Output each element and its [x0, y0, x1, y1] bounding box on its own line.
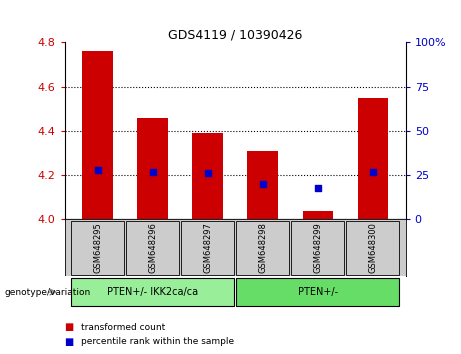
Text: GSM648299: GSM648299: [313, 222, 322, 273]
Text: PTEN+/- IKK2ca/ca: PTEN+/- IKK2ca/ca: [107, 287, 198, 297]
Text: PTEN+/-: PTEN+/-: [298, 287, 338, 297]
Bar: [302, 211, 333, 219]
Title: GDS4119 / 10390426: GDS4119 / 10390426: [168, 28, 302, 41]
Bar: [358, 98, 388, 219]
Point: [369, 169, 376, 175]
Point: [204, 171, 211, 176]
Bar: [71, 278, 234, 306]
Text: transformed count: transformed count: [81, 323, 165, 332]
Point: [149, 169, 156, 175]
Bar: [236, 278, 399, 306]
Text: GSM648296: GSM648296: [148, 222, 157, 273]
Point: [259, 181, 266, 187]
Bar: [291, 221, 344, 275]
Bar: [71, 221, 124, 275]
Bar: [137, 118, 168, 219]
Bar: [126, 221, 179, 275]
Text: GSM648300: GSM648300: [368, 222, 377, 273]
Text: ■: ■: [65, 322, 74, 332]
Bar: [236, 221, 289, 275]
Bar: [193, 133, 223, 219]
Text: GSM648297: GSM648297: [203, 222, 212, 273]
Text: genotype/variation: genotype/variation: [5, 287, 91, 297]
Point: [94, 167, 101, 173]
Text: GSM648298: GSM648298: [258, 222, 267, 273]
Bar: [181, 221, 234, 275]
Bar: [248, 151, 278, 219]
Text: percentile rank within the sample: percentile rank within the sample: [81, 337, 234, 346]
Text: ■: ■: [65, 337, 74, 347]
Bar: [83, 51, 112, 219]
Point: [314, 185, 321, 190]
Bar: [346, 221, 399, 275]
Text: GSM648295: GSM648295: [93, 222, 102, 273]
